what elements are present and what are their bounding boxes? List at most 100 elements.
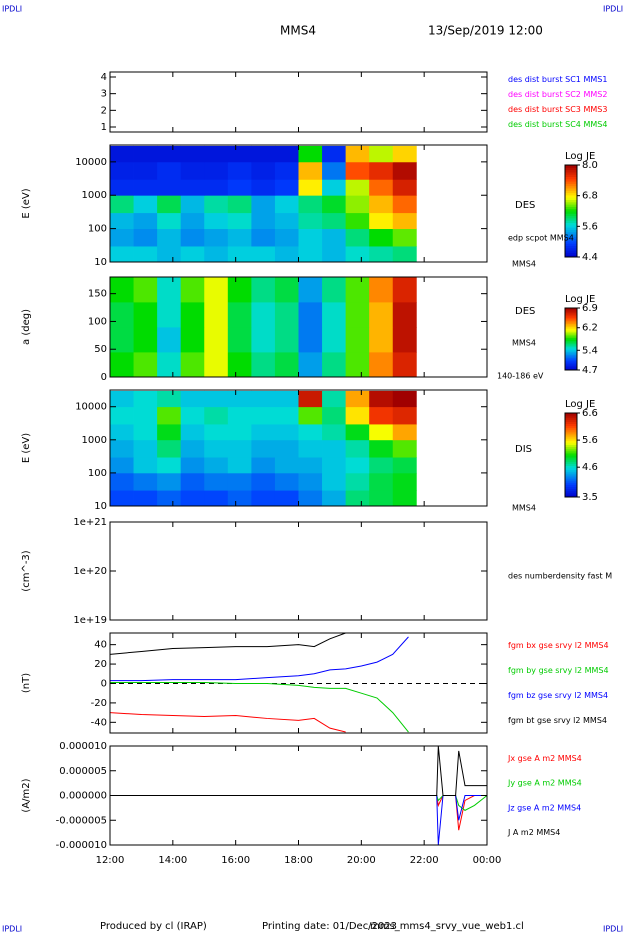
x-tick-label: 22:00 xyxy=(410,855,439,866)
colorbar-frame xyxy=(564,307,578,371)
heatmap-cell xyxy=(392,439,417,458)
colorbar-slice xyxy=(565,431,577,435)
colorbar-slice xyxy=(565,192,577,196)
x-tick-label: 14:00 xyxy=(158,855,187,866)
heatmap-cell xyxy=(157,161,182,180)
y-tick-label: -40 xyxy=(91,717,107,728)
heatmap-cell xyxy=(180,179,205,196)
heatmap-cell xyxy=(251,302,276,328)
heatmap-cell xyxy=(322,277,347,303)
heatmap-cell xyxy=(369,352,394,378)
heatmap-cell xyxy=(227,424,252,441)
heatmap-cell xyxy=(251,439,276,458)
heatmap-cell xyxy=(227,406,252,425)
colorbar-slice xyxy=(565,423,577,427)
y-tick-label: 4 xyxy=(101,72,107,83)
colorbar-slice xyxy=(565,446,577,450)
heatmap-cell xyxy=(274,145,299,163)
heatmap-cell xyxy=(204,246,229,263)
y-tick-label: 1e+20 xyxy=(73,566,107,577)
heatmap-cell xyxy=(133,145,158,163)
heatmap-cell xyxy=(204,424,229,441)
legend-entry: fgm bz gse srvy l2 MMS4 xyxy=(508,691,608,700)
heatmap-cell xyxy=(133,390,158,408)
colorbar-slice xyxy=(565,178,577,182)
heatmap-cell xyxy=(298,161,323,180)
colorbar-slice xyxy=(565,194,577,198)
heatmap-cell xyxy=(180,327,205,353)
heatmap-cell xyxy=(133,406,158,425)
heatmap-cell xyxy=(298,457,323,474)
colorbar-slice xyxy=(565,312,577,315)
heatmap-cell xyxy=(227,195,252,214)
heatmap-cell xyxy=(322,424,347,441)
y-tick-label: 0 xyxy=(101,678,107,689)
heatmap-cell xyxy=(298,352,323,378)
heatmap-cell xyxy=(157,472,182,491)
heatmap-cell xyxy=(392,302,417,328)
heatmap-cell xyxy=(251,246,276,263)
colorbar-slice xyxy=(565,174,577,177)
heatmap-cell xyxy=(204,145,229,163)
colorbar-slice xyxy=(565,254,577,258)
colorbar-slice xyxy=(565,224,577,228)
colorbar-slice xyxy=(565,321,577,324)
colorbar-slice xyxy=(565,346,577,349)
y-axis-title: (A/m2) xyxy=(21,778,32,812)
heatmap-cell xyxy=(157,327,182,353)
heatmap-cell xyxy=(157,212,182,230)
colorbar-slice xyxy=(565,176,577,180)
heatmap-cell xyxy=(392,352,417,378)
y-tick-label: 3 xyxy=(101,89,107,100)
colorbar-slice xyxy=(565,476,577,479)
heatmap-cell xyxy=(180,277,205,303)
colorbar-slice xyxy=(565,360,577,363)
colorbar-slice xyxy=(565,247,577,251)
legend-entry: fgm by gse srvy l2 MMS4 xyxy=(508,666,609,675)
x-tick-label: 12:00 xyxy=(96,855,125,866)
colorbar-slice xyxy=(565,220,577,223)
heatmap-cell xyxy=(274,327,299,353)
colorbar-slice xyxy=(565,465,577,469)
colorbar-slice xyxy=(565,455,577,458)
colorbar-tick-label: 4.4 xyxy=(582,252,598,263)
heatmap-cell xyxy=(110,390,134,408)
corner-label: IPDLI xyxy=(2,5,22,14)
colorbar-tick-label: 6.6 xyxy=(582,408,598,419)
heatmap-cell xyxy=(298,195,323,214)
heatmap-cell xyxy=(274,277,299,303)
series-line xyxy=(110,712,346,733)
colorbar-slice xyxy=(565,227,577,230)
colorbar-slice xyxy=(565,469,577,473)
colorbar-slice xyxy=(565,337,577,340)
heatmap-cell xyxy=(251,390,276,408)
x-tick-label: 16:00 xyxy=(221,855,250,866)
colorbar-slice xyxy=(565,250,577,253)
colorbar-slice xyxy=(565,482,577,485)
colorbar-slice xyxy=(565,240,577,244)
heatmap-cell xyxy=(110,490,134,507)
heatmap-cell xyxy=(298,246,323,263)
colorbar-slice xyxy=(565,208,577,212)
colorbar-slice xyxy=(565,167,577,171)
heatmap-cell xyxy=(392,277,417,303)
colorbar-slice xyxy=(565,329,577,332)
colorbar-slice xyxy=(565,318,577,321)
heatmap-cell xyxy=(369,212,394,230)
heatmap-cell xyxy=(274,161,299,180)
colorbar-slice xyxy=(565,363,577,366)
panel-frame xyxy=(109,521,488,621)
heatmap-cell xyxy=(274,228,299,247)
y-tick-label: 0.000010 xyxy=(59,741,107,752)
heatmap-cell xyxy=(180,439,205,458)
colorbar-slice xyxy=(565,308,577,311)
y-tick-label: -20 xyxy=(91,698,107,709)
heatmap-cell xyxy=(251,406,276,425)
heatmap-cell xyxy=(322,161,347,180)
heatmap-cell xyxy=(204,277,229,303)
heatmap-cell xyxy=(369,472,394,491)
legend-entry: Jz gse A m2 MMS4 xyxy=(507,803,581,812)
heatmap-cell xyxy=(274,195,299,214)
heatmap-cell xyxy=(204,439,229,458)
heatmap-cell xyxy=(204,390,229,408)
